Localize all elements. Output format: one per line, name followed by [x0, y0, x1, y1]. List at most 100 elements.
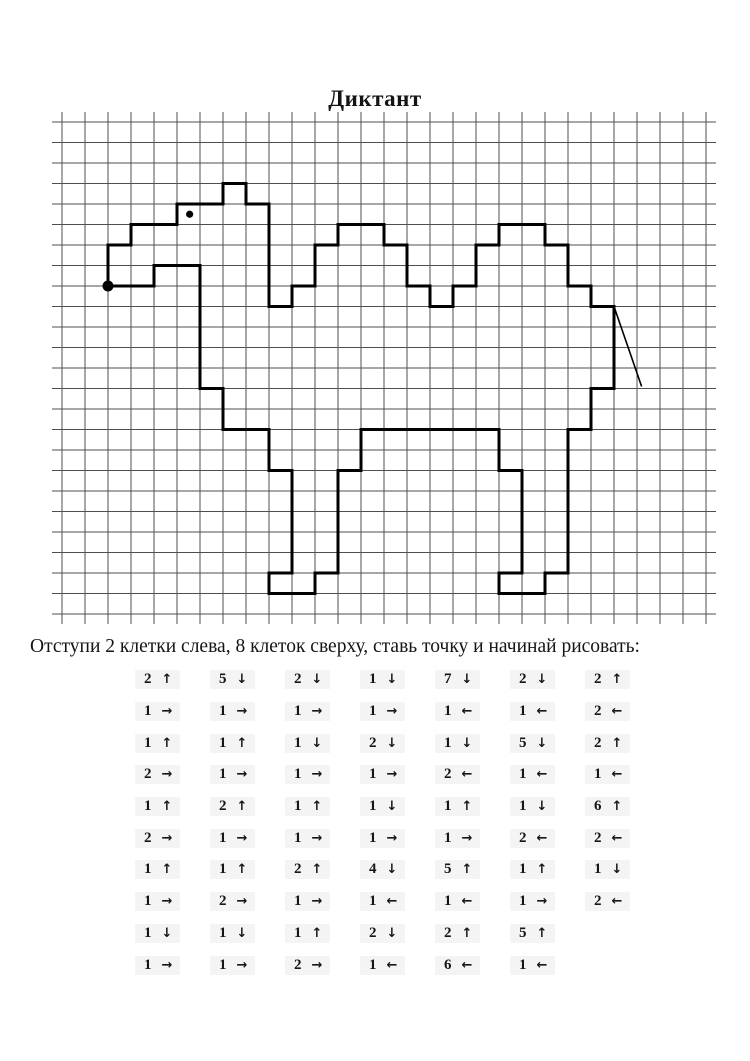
- step-count: 1: [519, 703, 527, 720]
- right-arrow-icon: →: [536, 894, 548, 910]
- direction-step: 6 ↑: [584, 797, 631, 817]
- up-arrow-icon: ↑: [611, 735, 623, 751]
- direction-cell: 1 →: [195, 822, 270, 854]
- step-count: 1: [369, 829, 377, 846]
- direction-cell: [570, 949, 645, 981]
- down-arrow-icon: ↓: [236, 672, 248, 688]
- step-count: 1: [369, 703, 377, 720]
- step-count: 1: [294, 924, 302, 941]
- up-arrow-icon: ↑: [236, 862, 248, 878]
- direction-cell: 1 ←: [420, 886, 495, 918]
- direction-cell: 1 →: [270, 696, 345, 728]
- direction-cell: 1 →: [270, 822, 345, 854]
- direction-step: 1 →: [284, 892, 331, 912]
- page-title: Диктант: [328, 86, 422, 111]
- direction-step: 1 ↑: [134, 860, 181, 880]
- right-arrow-icon: →: [236, 830, 248, 846]
- direction-cell: 1 →: [345, 759, 420, 791]
- instruction-text: Отступи 2 клетки слева, 8 клеток сверху,…: [30, 636, 640, 657]
- step-count: 1: [369, 671, 377, 688]
- step-count: 1: [294, 734, 302, 751]
- direction-step: 2 ←: [434, 765, 481, 785]
- step-count: 6: [594, 798, 602, 815]
- direction-cell: 2 ↑: [270, 854, 345, 886]
- direction-step: 1 →: [434, 828, 481, 848]
- direction-step: 1 ←: [359, 955, 406, 975]
- step-count: 5: [219, 671, 227, 688]
- direction-cell: 1 ←: [570, 759, 645, 791]
- down-arrow-icon: ↓: [461, 735, 473, 751]
- direction-cell: 1 ↑: [120, 791, 195, 823]
- right-arrow-icon: →: [161, 830, 173, 846]
- left-arrow-icon: ←: [461, 957, 473, 973]
- direction-step: 1 ↓: [134, 923, 181, 943]
- step-count: 1: [144, 956, 152, 973]
- step-count: 2: [369, 734, 377, 751]
- camel-tail-line: [613, 306, 643, 387]
- direction-cell: 1 →: [120, 949, 195, 981]
- step-count: 1: [369, 893, 377, 910]
- step-count: 1: [294, 829, 302, 846]
- down-arrow-icon: ↓: [161, 925, 173, 941]
- direction-cell: 1 →: [420, 822, 495, 854]
- step-count: 2: [594, 671, 602, 688]
- direction-step: 2 ↑: [284, 860, 331, 880]
- direction-cell: 2 ↓: [270, 664, 345, 696]
- direction-cell: 1 →: [195, 759, 270, 791]
- left-arrow-icon: ←: [536, 767, 548, 783]
- direction-step: 1 ↑: [209, 733, 256, 753]
- direction-step: 1 →: [359, 702, 406, 722]
- right-arrow-icon: →: [161, 704, 173, 720]
- step-count: 2: [444, 924, 452, 941]
- direction-step: 1 ↑: [134, 733, 181, 753]
- camel-eye-dot: [186, 210, 194, 218]
- right-arrow-icon: →: [311, 704, 323, 720]
- step-count: 1: [219, 924, 227, 941]
- direction-step: 1 →: [284, 702, 331, 722]
- direction-cell: 2 ←: [420, 759, 495, 791]
- direction-cell: 6 ←: [420, 949, 495, 981]
- right-arrow-icon: →: [161, 957, 173, 973]
- direction-step: 2 →: [284, 955, 331, 975]
- direction-step: 2 ↑: [434, 923, 481, 943]
- up-arrow-icon: ↑: [611, 672, 623, 688]
- step-count: 4: [369, 861, 377, 878]
- direction-cell: 1 ↑: [120, 854, 195, 886]
- left-arrow-icon: ←: [611, 704, 623, 720]
- direction-cell: 1 ↑: [495, 854, 570, 886]
- step-count: 1: [144, 798, 152, 815]
- step-count: 5: [444, 861, 452, 878]
- direction-step: 6 ←: [434, 955, 481, 975]
- left-arrow-icon: ←: [386, 894, 398, 910]
- direction-step: 1 ↓: [434, 733, 481, 753]
- direction-step: 1 ↑: [284, 797, 331, 817]
- direction-cell: 1 ↓: [120, 918, 195, 950]
- direction-step: 1 →: [284, 828, 331, 848]
- step-count: 2: [369, 924, 377, 941]
- direction-cell: 2 ←: [495, 822, 570, 854]
- step-count: 2: [144, 766, 152, 783]
- direction-step: 1 →: [134, 892, 181, 912]
- direction-cell: 1 →: [345, 822, 420, 854]
- left-arrow-icon: ←: [536, 957, 548, 973]
- right-arrow-icon: →: [161, 767, 173, 783]
- down-arrow-icon: ↓: [236, 925, 248, 941]
- step-count: 1: [219, 766, 227, 783]
- step-count: 1: [219, 703, 227, 720]
- direction-step: 2 ↓: [359, 923, 406, 943]
- step-count: 5: [519, 734, 527, 751]
- direction-cell: 2 ↑: [420, 918, 495, 950]
- step-count: 2: [594, 829, 602, 846]
- camel-outline: [106, 182, 616, 595]
- up-arrow-icon: ↑: [161, 735, 173, 751]
- direction-cell: 1 ←: [495, 696, 570, 728]
- step-count: 1: [219, 829, 227, 846]
- up-arrow-icon: ↑: [461, 862, 473, 878]
- direction-cell: 1 ↑: [195, 727, 270, 759]
- down-arrow-icon: ↓: [386, 799, 398, 815]
- right-arrow-icon: →: [161, 894, 173, 910]
- right-arrow-icon: →: [386, 767, 398, 783]
- step-count: 2: [144, 671, 152, 688]
- step-count: 1: [219, 734, 227, 751]
- direction-cell: 1 ←: [495, 949, 570, 981]
